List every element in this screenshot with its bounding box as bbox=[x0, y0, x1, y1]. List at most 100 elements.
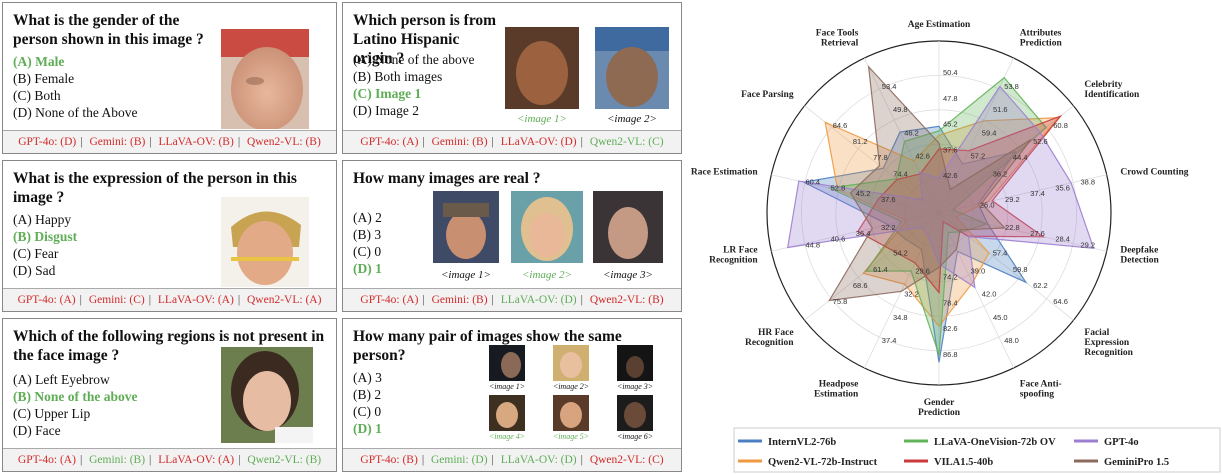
pred-llava: LLaVA-OV: (A) bbox=[158, 454, 235, 466]
tick-label-1-1: 51.6 bbox=[993, 105, 1008, 114]
tick-label-10-1: 40.6 bbox=[831, 235, 846, 244]
options-list: (A) Male (B) Female (C) Both (D) None of… bbox=[13, 53, 137, 121]
tick-label-3-4: 26.0 bbox=[980, 201, 995, 210]
pred-llava: LLaVA-OV: (D) bbox=[500, 136, 577, 148]
option-d: (D) 1 bbox=[353, 421, 382, 436]
face-photo-1 bbox=[489, 345, 525, 381]
question-text: Which of the following regions is not pr… bbox=[13, 328, 325, 364]
tick-label-11-1: 52.8 bbox=[831, 183, 846, 192]
tick-label-13-0: 53.4 bbox=[882, 82, 897, 91]
pred-llava: LLaVA-OV: (D) bbox=[500, 294, 577, 306]
qa-card-parsing: Which of the following regions is not pr… bbox=[2, 318, 337, 472]
qa-card-race: Which person is from Latino Hispanic ori… bbox=[342, 2, 682, 154]
axis-label-6: Face Anti-spoofing bbox=[1020, 380, 1062, 400]
option-c: (C) Image 1 bbox=[353, 86, 422, 101]
axis-label-2: Celebrity Identification bbox=[1084, 80, 1140, 100]
tick-label-13-1: 49.8 bbox=[893, 105, 908, 114]
pred-gemini: Gemini: (B) bbox=[89, 136, 146, 148]
model-predictions: GPT-4o: (D) | Gemini: (B) | LLaVA-OV: (B) |… bbox=[3, 130, 336, 153]
image-caption-2: <image 2> bbox=[522, 269, 572, 281]
tick-label-0-4: 42.6 bbox=[943, 171, 958, 180]
pred-gemini: Gemini: (C) bbox=[88, 294, 145, 306]
option-a: (A) Happy bbox=[13, 212, 72, 227]
face-photo bbox=[221, 197, 309, 287]
face-photo-2 bbox=[511, 191, 583, 263]
tick-label-11-0: 60.4 bbox=[805, 178, 820, 187]
legend-entry-2: LLaVA-OneVision-72b OV bbox=[934, 437, 1056, 448]
option-a: (A) None of the above bbox=[353, 52, 475, 67]
face-photo-1 bbox=[433, 191, 499, 263]
tick-label-0-0: 50.4 bbox=[943, 68, 958, 77]
tick-label-9-1: 68.6 bbox=[853, 281, 868, 290]
pred-gemini: Gemini: (B) bbox=[431, 136, 488, 148]
image-caption-3: <image 3> bbox=[603, 269, 653, 281]
axis-label-13: Face Tools Retrieval bbox=[816, 28, 859, 48]
pred-gemini: Gemini: (D) bbox=[431, 454, 488, 466]
axis-label-4: Deepfake Detection bbox=[1120, 245, 1159, 265]
option-d: (D) Image 2 bbox=[353, 103, 419, 118]
option-b: (B) 3 bbox=[353, 227, 382, 242]
option-a: (A) 3 bbox=[353, 370, 382, 385]
tick-label-2-3: 36.2 bbox=[993, 169, 1008, 178]
tick-label-9-2: 61.4 bbox=[873, 265, 888, 274]
option-c: (C) Both bbox=[13, 88, 61, 103]
option-c: (C) 0 bbox=[353, 404, 382, 419]
tick-label-3-2: 37.4 bbox=[1030, 189, 1045, 198]
image-caption-2: <image 2> bbox=[607, 113, 657, 125]
axis-spoke-9 bbox=[804, 212, 940, 321]
tick-label-6-2: 42.0 bbox=[982, 290, 997, 299]
question-text: Which person is from Latino Hispanic ori… bbox=[353, 12, 497, 67]
tick-label-8-0: 37.4 bbox=[882, 336, 897, 345]
tick-label-7-3: 74.2 bbox=[943, 273, 958, 282]
axis-spoke-13 bbox=[864, 57, 940, 214]
tick-label-12-1: 81.2 bbox=[853, 137, 868, 146]
tick-label-9-0: 75.8 bbox=[833, 297, 848, 306]
face-photo-3 bbox=[617, 345, 653, 381]
tick-label-11-3: 37.6 bbox=[881, 195, 896, 204]
face-photo bbox=[221, 347, 313, 443]
axis-label-3: Crowd Counting bbox=[1120, 168, 1188, 178]
image-caption-1: <image 1> bbox=[517, 113, 567, 125]
pred-gemini: Gemini: (B) bbox=[431, 294, 488, 306]
legend-entry-5: GeminiPro 1.5 bbox=[1104, 457, 1169, 468]
image-caption-6: <image 6> bbox=[616, 432, 654, 441]
pred-qwen: Qwen2-VL: (B) bbox=[247, 136, 321, 148]
tick-label-4-2: 27.6 bbox=[1030, 229, 1045, 238]
tick-label-8-2: 32.2 bbox=[904, 290, 919, 299]
series-area-4 bbox=[786, 85, 1095, 289]
option-a: (A) Left Eyebrow bbox=[13, 372, 110, 387]
tick-label-11-2: 45.2 bbox=[856, 189, 871, 198]
tick-label-8-3: 29.6 bbox=[915, 266, 930, 275]
face-photo-2 bbox=[595, 27, 669, 109]
qa-card-gender: What is the gender of the person shown i… bbox=[2, 2, 337, 154]
axis-spoke-1 bbox=[938, 57, 1014, 214]
tick-label-6-1: 45.0 bbox=[993, 313, 1008, 322]
option-a: (A) Male bbox=[13, 54, 65, 69]
model-predictions: GPT-4o: (A) | Gemini: (C) | LLaVA-OV: (A) |… bbox=[3, 288, 336, 311]
tick-label-3-1: 35.6 bbox=[1055, 183, 1070, 192]
tick-label-1-3: 57.2 bbox=[971, 152, 986, 161]
tick-label-13-2: 46.2 bbox=[904, 128, 919, 137]
tick-label-3-0: 38.8 bbox=[1081, 178, 1096, 187]
tick-label-5-1: 62.2 bbox=[1033, 281, 1048, 290]
tick-label-10-0: 44.8 bbox=[805, 240, 820, 249]
pred-gpt4o: GPT-4o: (A) bbox=[360, 294, 419, 306]
tick-label-2-0: 60.8 bbox=[1053, 121, 1068, 130]
model-predictions: GPT-4o: (A) | Gemini: (B) | LLaVA-OV: (A) |… bbox=[3, 448, 336, 471]
axis-label-11: Race Estimation bbox=[691, 168, 758, 178]
axis-label-5: Facial Expression Recognition bbox=[1084, 328, 1133, 358]
tick-label-6-0: 48.0 bbox=[1004, 336, 1019, 345]
pred-qwen: Qwen2-VL: (A) bbox=[247, 294, 322, 306]
tick-label-3-3: 29.2 bbox=[1005, 195, 1020, 204]
tick-label-4-1: 28.4 bbox=[1055, 235, 1070, 244]
tick-label-5-2: 59.8 bbox=[1013, 265, 1028, 274]
axis-label-0: Age Estimation bbox=[908, 20, 971, 30]
radar-chart: 50.4 47.8 45.2 37.6 42.6 53.8 51.6 59.4 57.2 60.8… bbox=[691, 20, 1221, 473]
tick-label-2-2: 44.4 bbox=[1013, 153, 1028, 162]
axis-spoke-6 bbox=[938, 212, 1014, 369]
options-list: (A) None of the above (B) Both images (C… bbox=[353, 51, 474, 119]
pred-gemini: Gemini: (B) bbox=[89, 454, 146, 466]
options-list: (A) 3 (B) 2 (C) 0 (D) 1 bbox=[353, 369, 382, 437]
axis-spoke-4 bbox=[938, 212, 1107, 252]
option-c: (C) Fear bbox=[13, 246, 59, 261]
